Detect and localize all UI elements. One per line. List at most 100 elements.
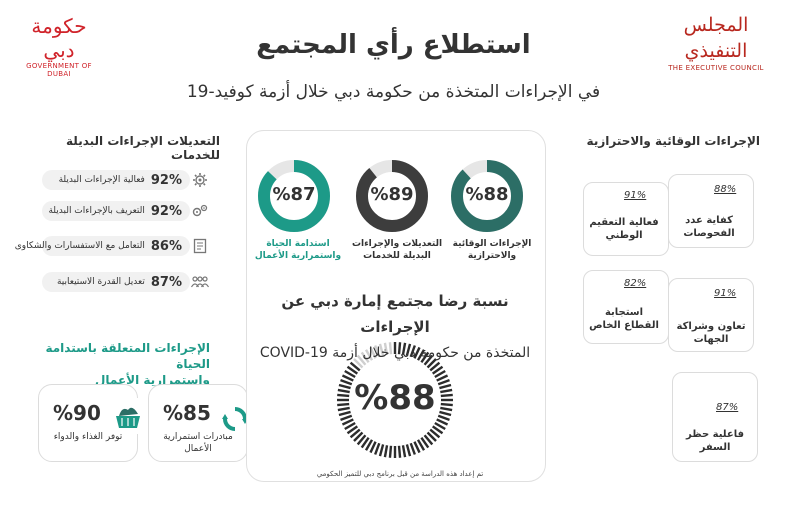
overall-ring-tick: [374, 345, 381, 358]
overall-ring-tick: [437, 379, 450, 386]
preventive-pct: 91%: [624, 190, 647, 201]
overall-ring-tick: [413, 346, 421, 359]
preventive-label: استجابة القطاع الخاص: [589, 307, 659, 331]
donut-arc: [258, 160, 330, 232]
preventive-pct: 88%: [714, 184, 737, 195]
overall-ring-tick: [413, 441, 421, 454]
overall-ring-tick: [353, 358, 364, 369]
services-item: 87% تعديل القدرة الاستيعابية: [42, 272, 190, 292]
continuity-card-pct: %90: [53, 401, 101, 425]
overall-ring-tick: [423, 434, 434, 446]
services-item: 86% التعامل مع الاستفسارات والشكاوى: [15, 236, 190, 256]
overall-ring-tick: [423, 354, 434, 366]
preventive-pct: 91%: [714, 288, 737, 299]
preventive-label: تعاون وشراكة الجهات: [676, 321, 746, 345]
overall-ring-tick: [431, 425, 444, 435]
overall-ring-tick: [416, 439, 426, 451]
donut-arc: [356, 160, 428, 232]
overall-ring-tick: [344, 369, 356, 379]
overall-ring-tick: [340, 379, 353, 386]
overall-ring-tick: [388, 342, 393, 355]
preventive-card-sterilization: [583, 182, 669, 256]
overall-ring-tick: [337, 406, 350, 412]
center-panel: [246, 130, 546, 482]
overall-ring-tick: [409, 442, 416, 455]
overall-ring-tick: [436, 418, 449, 426]
overall-ring-tick: [420, 436, 430, 449]
overall-ring-tick: [356, 354, 367, 366]
overall-ring-tick: [340, 414, 353, 421]
overall-ring-tick: [349, 361, 361, 372]
overall-ring-tick: [405, 444, 412, 457]
overall-ring-tick: [439, 383, 452, 390]
continuity-heading-line2: واستمرارية الأعمال: [95, 373, 210, 387]
continuity-heading: الإجراءات المتعلقة باستدامة الحياة واستم…: [30, 340, 210, 388]
overall-ring-tick: [337, 388, 350, 394]
donut-value-services: %89: [370, 184, 414, 205]
overall-ring-tick: [383, 342, 389, 355]
services-item-label: التعريف بالإجراءات البديلة: [48, 206, 145, 216]
services-item-label: فعالية الإجراءات البديلة: [58, 175, 145, 185]
overall-ring-tick: [440, 406, 453, 412]
overall-ring-tick: [437, 414, 450, 421]
overall-ring-tick: [338, 410, 351, 417]
satisfaction-question-line1: نسبة رضا مجتمع إمارة دبي عن الإجراءات: [281, 292, 509, 336]
continuity-card-label: مبادرات استمرارية الأعمال: [163, 432, 233, 454]
recycle-arrows-icon: [220, 404, 250, 434]
council-logo-arabic: المجلس التنفيذي: [683, 14, 749, 62]
services-heading: التعديلات الإجراءات البديلة للخدمات: [66, 134, 220, 162]
preventive-card-private: [583, 270, 669, 344]
overall-ring-tick: [353, 431, 364, 442]
overall-ring-tick: [349, 428, 361, 439]
overall-ring-tick: [364, 349, 374, 361]
donut-arc: [451, 160, 523, 232]
overall-ring-tick: [426, 358, 437, 369]
overall-ring-tick: [436, 374, 449, 382]
services-item-pct: 92%: [150, 203, 182, 219]
preventive-label: فاعلية حظر السفر: [685, 429, 744, 453]
preventive-pct: 87%: [716, 402, 739, 413]
continuity-card-label: توفر الغذاء والدواء: [53, 432, 123, 442]
preventive-label: فعالية التعقيم الوطني: [589, 217, 659, 241]
executive-council-logo: المجلس التنفيذي THE EXECUTIVE COUNCIL: [661, 12, 771, 72]
services-item-pct: 92%: [150, 172, 182, 188]
overall-ring-tick: [439, 410, 452, 417]
services-item-pct: 87%: [150, 274, 182, 290]
overall-satisfaction-value: %88: [354, 378, 436, 418]
donut-label-services: التعديلات والإجراءات البديلة للخدمات: [351, 239, 443, 261]
overall-ring-tick: [409, 345, 416, 358]
overall-ring-tick: [378, 343, 385, 356]
overall-ring-tick: [374, 442, 381, 455]
donut-label-continuity: استدامة الحياة واستمرارية الأعمال: [254, 239, 342, 261]
donut-value-preventive: %88: [465, 184, 509, 205]
overall-ring-tick: [401, 342, 407, 355]
overall-ring-tick: [360, 351, 370, 364]
overall-ring-tick: [356, 434, 367, 446]
overall-ring-tick: [426, 431, 437, 442]
overall-ring-tick: [397, 342, 402, 355]
food-basket-icon: [110, 398, 146, 434]
study-footnote: تم إعداد هذه الدراسة من قبل برنامج دبي ل…: [316, 470, 484, 478]
services-item-label: التعامل مع الاستفسارات والشكاوى: [14, 241, 145, 251]
overall-ring-tick: [401, 445, 407, 458]
preventive-card-tests: [668, 174, 754, 248]
overall-ring-tick: [383, 445, 389, 458]
overall-ring-tick: [440, 388, 453, 394]
services-item-pct: 86%: [150, 238, 182, 254]
overall-ring-tick: [440, 402, 453, 407]
overall-ring-tick: [338, 383, 351, 390]
overall-ring-tick: [360, 436, 370, 449]
overall-ring-tick: [369, 346, 377, 359]
gov-logo-arabic: حكومة دبي: [31, 14, 87, 62]
page-title: استطلاع رأي المجتمع: [256, 30, 531, 60]
satisfaction-question-line2: المتخذة من حكومة دبي خلال أزمة COVID-19: [259, 345, 531, 361]
center-donut-canvas: [258, 160, 523, 458]
overall-ring-tick: [429, 428, 441, 439]
preventive-label: كفاية عدد الفحوصات: [683, 215, 735, 239]
gov-logo-english: GOVERNMENT OF DUBAI: [26, 62, 92, 78]
overall-ring-tick: [397, 445, 402, 458]
overall-ring-tick: [440, 393, 453, 398]
donut-label-preventive: الإجراءات الوقائية والاحترازية: [452, 239, 532, 261]
preventive-pct: 82%: [624, 278, 647, 289]
services-item: 92% التعريف بالإجراءات البديلة: [42, 201, 190, 221]
